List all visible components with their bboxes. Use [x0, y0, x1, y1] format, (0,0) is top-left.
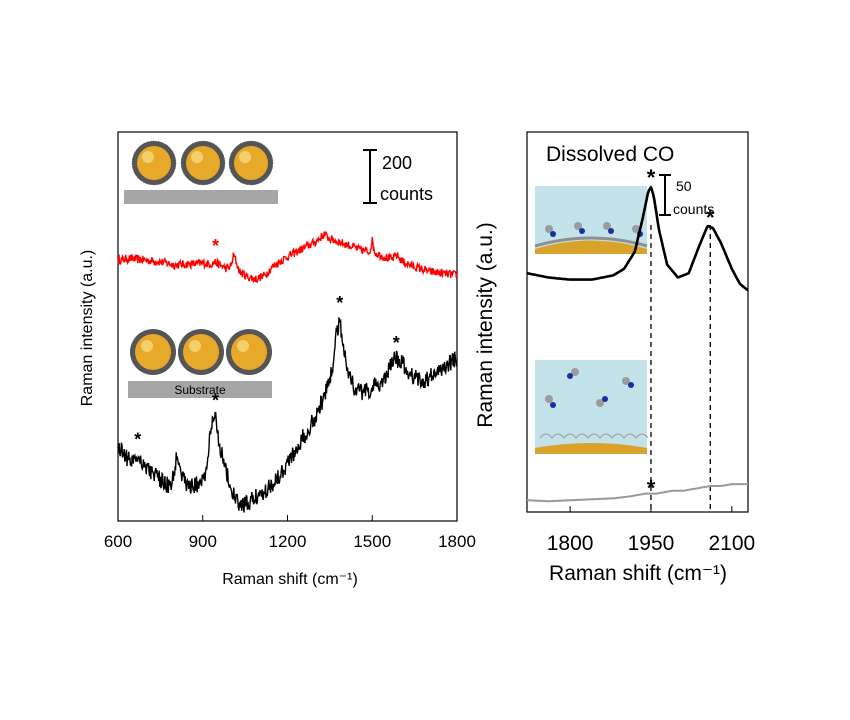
- left-peak-marker-1-1: *: [212, 390, 219, 410]
- particle-top-1: [131, 140, 177, 186]
- left-y-axis-label: Raman intensity (a.u.): [79, 250, 96, 407]
- right-reference-lines: [650, 225, 711, 512]
- left-x-ticks: 600 900 1200 1500 1800: [104, 515, 476, 551]
- right-x-tick-label: 1800: [547, 532, 594, 555]
- inset-substrate-label: Substrate: [174, 383, 226, 397]
- right-series-group: * * *: [526, 165, 749, 503]
- left-chart: Substrate 200 counts: [79, 131, 476, 588]
- gold-surface-top: [535, 240, 647, 254]
- substrate-bar-top: [124, 190, 278, 204]
- right-peak-marker-0-0: *: [647, 165, 656, 190]
- right-scale-unit: counts: [673, 201, 714, 217]
- particle-top-3: [228, 140, 274, 186]
- right-series-line-1: [527, 483, 748, 503]
- right-x-tick-label: 2100: [708, 532, 755, 555]
- right-scale-value: 50: [676, 178, 692, 194]
- inset-co-adsorbed: [534, 186, 648, 254]
- left-x-tick-label: 600: [104, 532, 132, 551]
- particle-bottom-2: [178, 329, 224, 375]
- right-peak-marker-1-0: *: [647, 476, 656, 501]
- left-series-group: * * * * *: [117, 230, 458, 513]
- left-series-line-0: [117, 230, 458, 284]
- inset-nanoparticles-bottom: Substrate: [128, 329, 272, 398]
- right-series-line-0: [526, 185, 749, 292]
- right-x-tick-label: 1950: [628, 532, 675, 555]
- left-x-tick-label: 1200: [269, 532, 307, 551]
- right-plot-frame: [526, 131, 749, 513]
- right-scale-bar: 50 counts: [659, 174, 714, 217]
- left-scale-value: 200: [382, 153, 412, 173]
- right-x-axis-label: Raman shift (cm⁻¹): [549, 562, 727, 585]
- left-x-tick-label: 1800: [438, 532, 476, 551]
- right-chart: Dissolved CO 50 counts * * * 1800 1950: [474, 131, 755, 585]
- left-peak-marker-0-0: *: [212, 236, 219, 256]
- particle-bottom-3: [226, 329, 272, 375]
- gold-surface-bottom: [535, 443, 647, 454]
- particle-top-2: [180, 140, 226, 186]
- particle-bottom-1: [130, 329, 176, 375]
- substrate-bar-bottom: [128, 381, 272, 398]
- right-chart-title: Dissolved CO: [546, 143, 674, 166]
- left-peak-marker-1-0: *: [134, 429, 141, 449]
- left-x-tick-label: 900: [189, 532, 217, 551]
- right-y-axis-label: Raman intensity (a.u.): [474, 222, 497, 427]
- right-x-ticks: 1800 1950 2100: [547, 506, 755, 555]
- left-x-tick-label: 1500: [353, 532, 391, 551]
- left-scale-unit: counts: [380, 184, 433, 204]
- left-x-axis-label: Raman shift (cm⁻¹): [222, 571, 358, 588]
- left-peak-marker-1-2: *: [336, 293, 343, 313]
- left-series-line-1: [117, 317, 458, 513]
- left-scale-bar: 200 counts: [363, 149, 433, 204]
- inset-nanoparticles-top: [124, 140, 278, 204]
- inset-co-dissolved: [535, 360, 649, 454]
- right-peak-marker-0-1: *: [706, 205, 715, 230]
- left-peak-marker-1-3: *: [393, 333, 400, 353]
